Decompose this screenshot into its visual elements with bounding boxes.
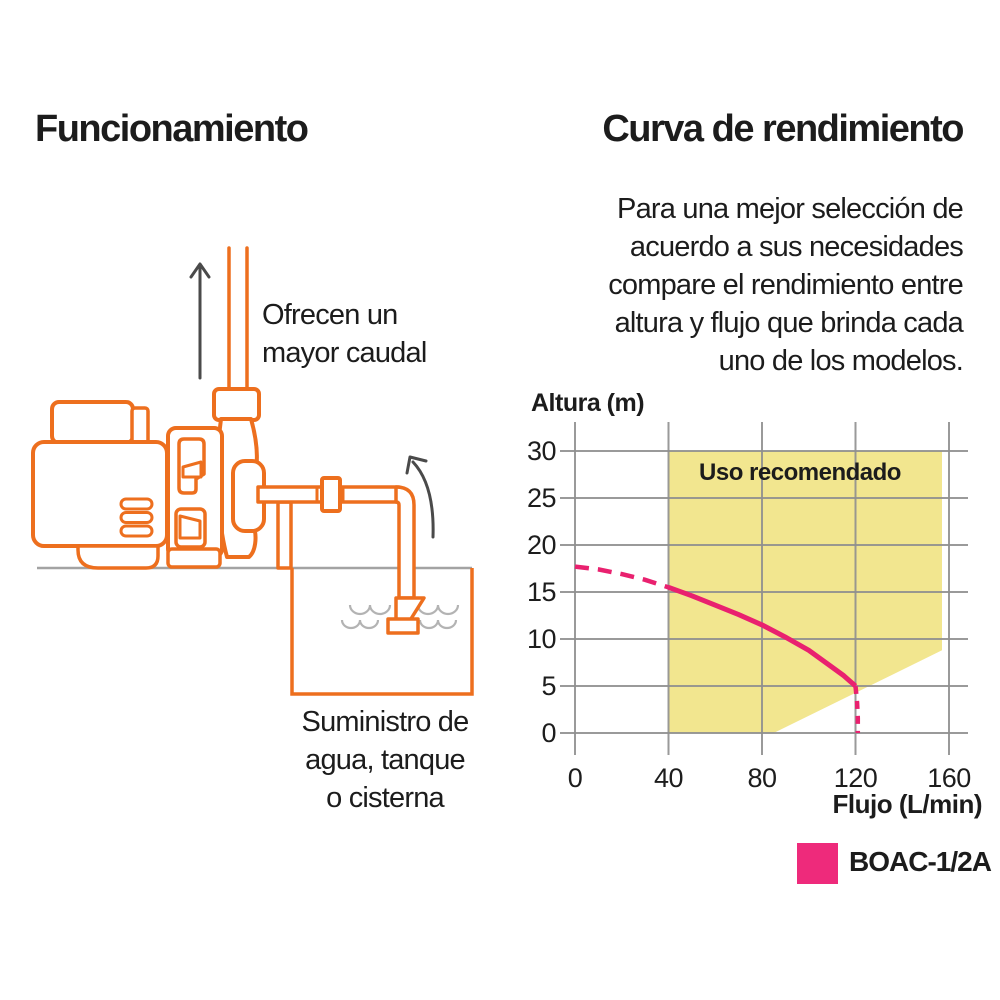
- motor-vent: [119, 497, 154, 511]
- recommended-area-label: Uso recomendado: [699, 459, 901, 486]
- y-tick-label: 0: [541, 718, 556, 748]
- discharge-pipe-fill: [230, 247, 246, 391]
- water-waves: [348, 604, 392, 616]
- x-tick-label: 120: [834, 763, 878, 793]
- y-axis-label: Altura (m): [531, 389, 645, 417]
- discharge-pipe: [227, 246, 249, 393]
- x-tick-label: 0: [568, 763, 583, 793]
- foot-valve-base: [386, 617, 420, 635]
- bracket-wedge-lower: [178, 514, 202, 540]
- motor-base: [76, 544, 160, 570]
- y-tick-label: 15: [527, 577, 556, 607]
- flow-up-arrowhead: [189, 262, 211, 279]
- supply-caption: Suministro de agua, tanque o cisterna: [301, 706, 470, 814]
- y-tick-label: 30: [527, 436, 556, 466]
- y-tick-label: 25: [527, 483, 556, 513]
- x-axis-label: Flujo (L/min): [832, 789, 983, 819]
- legend-swatch: [797, 843, 838, 884]
- y-tick-label: 10: [527, 624, 556, 654]
- suction-arrow: [411, 460, 435, 539]
- water-waves: [416, 604, 460, 616]
- water-waves: [418, 619, 458, 630]
- performance-curve-dashed-lead: [574, 564, 670, 590]
- pipe-union-fitting: [320, 476, 342, 513]
- suction-arrowhead: [405, 455, 428, 475]
- y-tick-label: 5: [541, 671, 556, 701]
- water-tank: [290, 568, 474, 696]
- water-waves: [340, 619, 380, 630]
- performance-curve-solid: [667, 584, 858, 688]
- flow-caption: Ofrecen un mayor caudal: [262, 299, 427, 369]
- intro-paragraph: Para una mejor selección de acuerdo a su…: [608, 193, 964, 377]
- bracket-base: [166, 547, 222, 569]
- motor-vent: [119, 511, 154, 524]
- y-tick-label: 20: [527, 530, 556, 560]
- x-tick-label: 40: [654, 763, 683, 793]
- right-section-title: Curva de rendimiento: [602, 108, 964, 150]
- bracket-wedge-upper: [181, 460, 203, 479]
- x-tick-label: 80: [747, 763, 776, 793]
- left-section-title: Funcionamiento: [35, 108, 309, 150]
- legend-label: BOAC-1/2A: [849, 846, 992, 877]
- x-tick-label: 160: [927, 763, 971, 793]
- motor-vent: [119, 524, 154, 538]
